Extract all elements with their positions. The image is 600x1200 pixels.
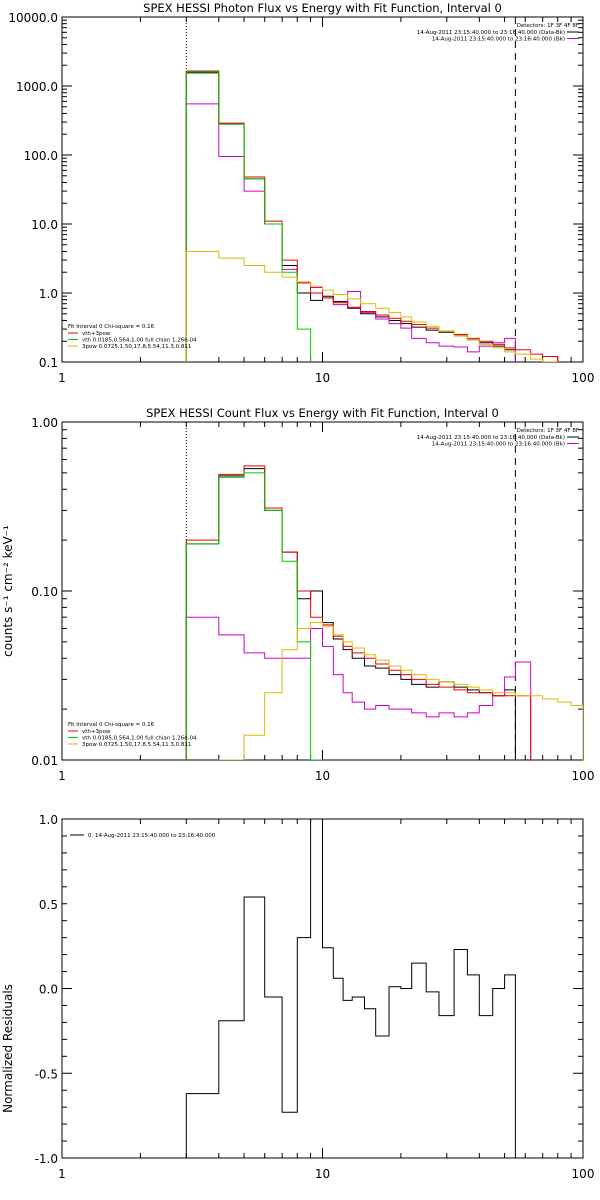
x-tick-label: 100 bbox=[572, 1167, 595, 1181]
y-tick-label: -0.5 bbox=[35, 1067, 58, 1081]
series-group bbox=[185, 819, 516, 1158]
legend-heading: Detectors: 1F 3F 4F 8F bbox=[517, 428, 579, 434]
y-axis-label: counts s⁻¹ cm⁻² keV⁻¹ bbox=[1, 525, 15, 657]
y-tick-label: 1.0 bbox=[39, 287, 58, 301]
fit-legend-label: vth+3pow bbox=[82, 729, 111, 735]
x-tick-label: 100 bbox=[572, 371, 595, 385]
chart-title: SPEX HESSI Count Flux vs Energy with Fit… bbox=[146, 406, 499, 420]
chart-title: SPEX HESSI Photon Flux vs Energy with Fi… bbox=[143, 1, 502, 15]
fit-legend-label: vth+3pow bbox=[82, 331, 111, 337]
chart-panel-1: SPEX HESSI Photon Flux vs Energy with Fi… bbox=[8, 1, 595, 385]
y-tick-label: 1.0 bbox=[39, 813, 58, 827]
fit-legend-heading: Fit Interval 0 Chi-square = 0.16 bbox=[68, 722, 155, 728]
x-tick-label: 1 bbox=[58, 1167, 66, 1181]
y-tick-label: 0.01 bbox=[31, 754, 58, 768]
series-1-line bbox=[185, 468, 516, 760]
series-3-line bbox=[185, 465, 532, 760]
x-tick-label: 100 bbox=[572, 769, 595, 783]
series-4-line bbox=[185, 472, 323, 760]
y-tick-label: 100.0 bbox=[24, 149, 58, 163]
series-5-line bbox=[185, 251, 559, 362]
x-tick-label: 10 bbox=[315, 1167, 330, 1181]
y-tick-label: 1000.0 bbox=[16, 80, 58, 94]
plot-frame bbox=[61, 16, 584, 363]
fit-legend-label: vth 0.0185,0.564,1.00 full chian 1.26e-0… bbox=[82, 736, 197, 742]
y-tick-label: 0.10 bbox=[31, 585, 58, 599]
legend-entry-label: 14-Aug-2011 23:15:40.000 to 23:16:40.000… bbox=[432, 442, 565, 448]
fit-legend-heading: Fit Interval 0 Chi-square = 0.16 bbox=[68, 324, 155, 330]
y-tick-label: 10.0 bbox=[31, 218, 58, 232]
fit-legend-label: vth 0.0185,0.564,1.00 full chian 1.26e-0… bbox=[82, 338, 197, 344]
legend-heading: Detectors: 1F 3F 4F 8F bbox=[517, 23, 579, 29]
series-1-line bbox=[185, 72, 516, 362]
x-tick-label: 10 bbox=[315, 371, 330, 385]
series-group bbox=[185, 70, 559, 362]
residual-legend-label: 0. 14-Aug-2011 23:15:40.000 to 23:16:40.… bbox=[88, 833, 216, 839]
legend-entry-label: 14-Aug-2011 23:15:40.000 to 23:16:40.000… bbox=[432, 37, 565, 43]
series-group bbox=[185, 465, 583, 760]
y-tick-label: 0.5 bbox=[39, 898, 58, 912]
x-tick-label: 10 bbox=[315, 769, 330, 783]
series-5-line bbox=[218, 622, 583, 760]
series-2-line bbox=[185, 616, 532, 760]
fit-legend-label: 3pow 0.0725,1.50,17.8,5.54,11.3,0.811 bbox=[82, 742, 191, 748]
y-tick-label: 1.00 bbox=[31, 416, 58, 430]
chart-panel-3: 1 10 100 -1.0 -0.5 0.0 0.5 1.0 Normalized Residu… bbox=[1, 813, 594, 1181]
series-1-line bbox=[185, 819, 516, 1158]
y-axis-label: Normalized Residuals bbox=[1, 984, 15, 1113]
fit-legend-label: 3pow 0.0725,1.50,17.8,5.54,11.3,0.811 bbox=[82, 344, 191, 350]
y-tick-label: 0.0 bbox=[39, 983, 58, 997]
y-tick-label: 10000.0 bbox=[8, 11, 58, 25]
legend-entry-label: 14-Aug-2011 23:15:40.000 to 23:16:40.000… bbox=[417, 30, 565, 36]
x-tick-label: 1 bbox=[58, 371, 66, 385]
legend-entry-label: 14-Aug-2011 23:15:40.000 to 23:16:40.000… bbox=[417, 435, 565, 441]
series-4-line bbox=[185, 71, 312, 362]
chart-panel-2: SPEX HESSI Count Flux vs Energy with Fit… bbox=[1, 406, 595, 783]
y-tick-label: -1.0 bbox=[35, 1152, 58, 1166]
series-2-line bbox=[185, 103, 516, 362]
series-3-line bbox=[185, 70, 559, 362]
x-tick-label: 1 bbox=[58, 769, 66, 783]
y-tick-label: 0.1 bbox=[39, 356, 58, 370]
